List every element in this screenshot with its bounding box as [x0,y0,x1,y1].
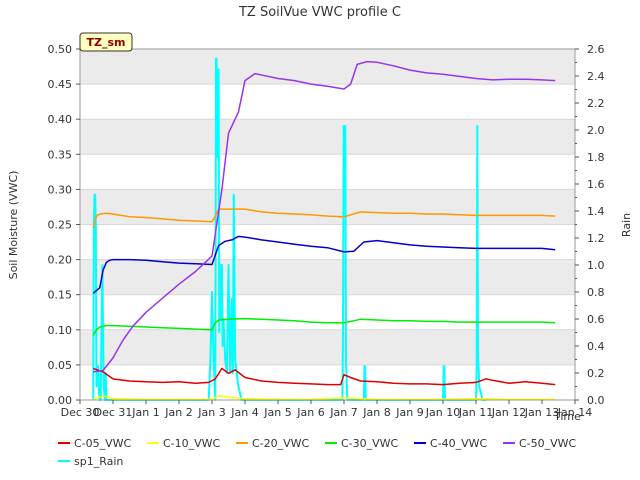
y-tick-label: 0.45 [48,78,73,91]
y2-tick-label: 1.2 [587,232,605,245]
y-axis-label: Soil Moisture (VWC) [7,171,20,280]
x-tick-label: Jan 9 [395,406,423,419]
y-tick-label: 0.25 [48,219,73,232]
y2-axis-ticks: 0.0 0.2 0.4 0.6 0.8 1.0 1.2 1.4 1.6 1.8 2.0 2.2 2.4 2… [575,43,605,407]
y-tick-label: 0.00 [48,394,73,407]
x-tick-label: Jan 14 [557,406,592,419]
series-line-c-50-vwc [93,60,556,373]
y2-tick-label: 1.6 [587,178,605,191]
series-line-c-10-vwc [92,395,556,401]
plot-band [80,189,575,225]
x-tick-label: Jan 10 [425,406,460,419]
badge-box [79,32,133,52]
y-tick-label: 0.35 [48,148,73,161]
y2-tick-label: 2.2 [587,97,605,110]
series-line-c-40-vwc [92,235,556,294]
x-tick-label: Dec 31 [94,406,133,419]
legend-label: C-10_VWC [163,437,221,450]
y2-axis-label: Rain [620,213,633,237]
plot-band [80,49,575,85]
series-line-c-30-vwc [92,317,556,336]
x-tick-label: Jan 12 [491,406,526,419]
plot-background-bands [80,49,575,400]
legend-label: sp1_Rain [74,455,123,468]
plot-band [80,84,575,120]
chart-title: TZ SoilVue VWC profile C [238,5,401,20]
y2-tick-label: 0.0 [587,394,605,407]
y2-tick-label: 1.8 [587,151,605,164]
y2-tick-label: 0.4 [587,340,605,353]
legend-label: C-40_VWC [430,437,488,450]
series-lines [92,57,556,401]
y-tick-label: 0.20 [48,254,73,267]
y2-tick-label: 2.4 [587,70,605,83]
y-tick-label: 0.10 [48,324,73,337]
plot-band [80,224,575,260]
legend-label: C-20_VWC [252,437,310,450]
y2-tick-label: 2.0 [587,124,605,137]
y2-tick-label: 1.0 [587,259,605,272]
y2-tick-label: 2.6 [587,43,605,56]
y-tick-label: 0.50 [48,43,73,56]
legend: C-05_VWC C-10_VWC C-20_VWC C-30_VWC C-40_VWC… [58,437,577,468]
legend-label: C-05_VWC [74,437,132,450]
y2-tick-label: 0.2 [587,367,605,380]
x-tick-label: Jan 7 [329,406,357,419]
legend-label: C-30_VWC [341,437,399,450]
y2-tick-label: 0.6 [587,313,605,326]
y-tick-label: 0.05 [48,359,73,372]
x-tick-label: Jan 8 [362,406,390,419]
x-tick-label: Jan 3 [197,406,225,419]
y-tick-label: 0.30 [48,183,73,196]
plot-band [80,119,575,155]
y-tick-label: 0.15 [48,289,73,302]
x-tick-label: Jan 1 [131,406,159,419]
x-tick-label: Dec 30 [61,406,100,419]
series-line-c-05-vwc [92,367,556,386]
x-tick-label: Jan 11 [458,406,493,419]
badge: TZ_sm [79,32,133,52]
y-axis-ticks: 0.00 0.05 0.10 0.15 0.20 0.25 0.30 0.35 0.40 0.45… [48,43,80,407]
plot-band [80,329,575,365]
series-line-c-20-vwc [92,208,556,229]
plot-band [80,154,575,190]
x-tick-label: Jan 6 [296,406,324,419]
x-axis-label: Time [553,410,581,423]
legend-label: C-50_VWC [519,437,577,450]
y2-tick-label: 1.4 [587,205,605,218]
plot-band [80,294,575,330]
y-tick-label: 0.40 [48,113,73,126]
badge-label: TZ_sm [87,36,126,49]
x-tick-label: Jan 4 [230,406,258,419]
plot-band [80,259,575,295]
y2-tick-label: 0.8 [587,286,605,299]
x-tick-label: Jan 2 [164,406,192,419]
x-tick-label: Jan 5 [263,406,291,419]
x-tick-label: Jan 13 [524,406,559,419]
